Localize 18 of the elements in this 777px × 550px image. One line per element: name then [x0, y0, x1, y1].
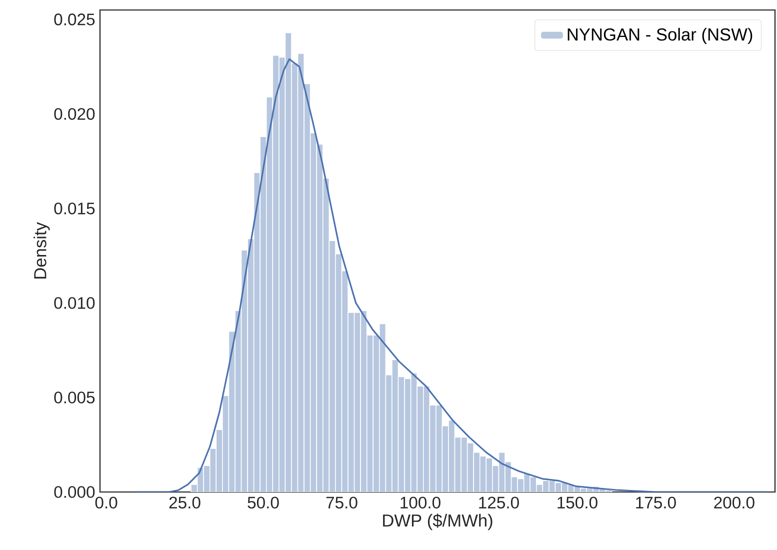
y-tick-label: 0.000 — [54, 486, 95, 498]
x-tick-label: 200.0 — [714, 496, 754, 509]
x-tick-label: 75.0 — [326, 496, 358, 509]
x-axis-title: DWP ($/MWh) — [383, 514, 492, 530]
x-tick-label: 150.0 — [558, 496, 598, 509]
y-tick-label: 0.025 — [54, 14, 95, 26]
x-tick-label: 100.0 — [400, 496, 440, 509]
y-tick-label: 0.010 — [54, 297, 95, 309]
x-tick-label: 50.0 — [248, 496, 279, 509]
y-tick-label: 0.020 — [54, 108, 95, 120]
x-tick-label: 0.0 — [95, 496, 118, 509]
x-tick-label: 175.0 — [636, 496, 676, 509]
legend-label: NYNGAN - Solar (NSW) — [568, 28, 752, 44]
y-axis-title: Density — [34, 222, 50, 278]
y-tick-label: 0.005 — [54, 392, 95, 404]
y-tick-label: 0.015 — [54, 202, 95, 214]
x-tick-label: 25.0 — [169, 496, 200, 509]
x-tick-label: 125.0 — [479, 496, 519, 509]
